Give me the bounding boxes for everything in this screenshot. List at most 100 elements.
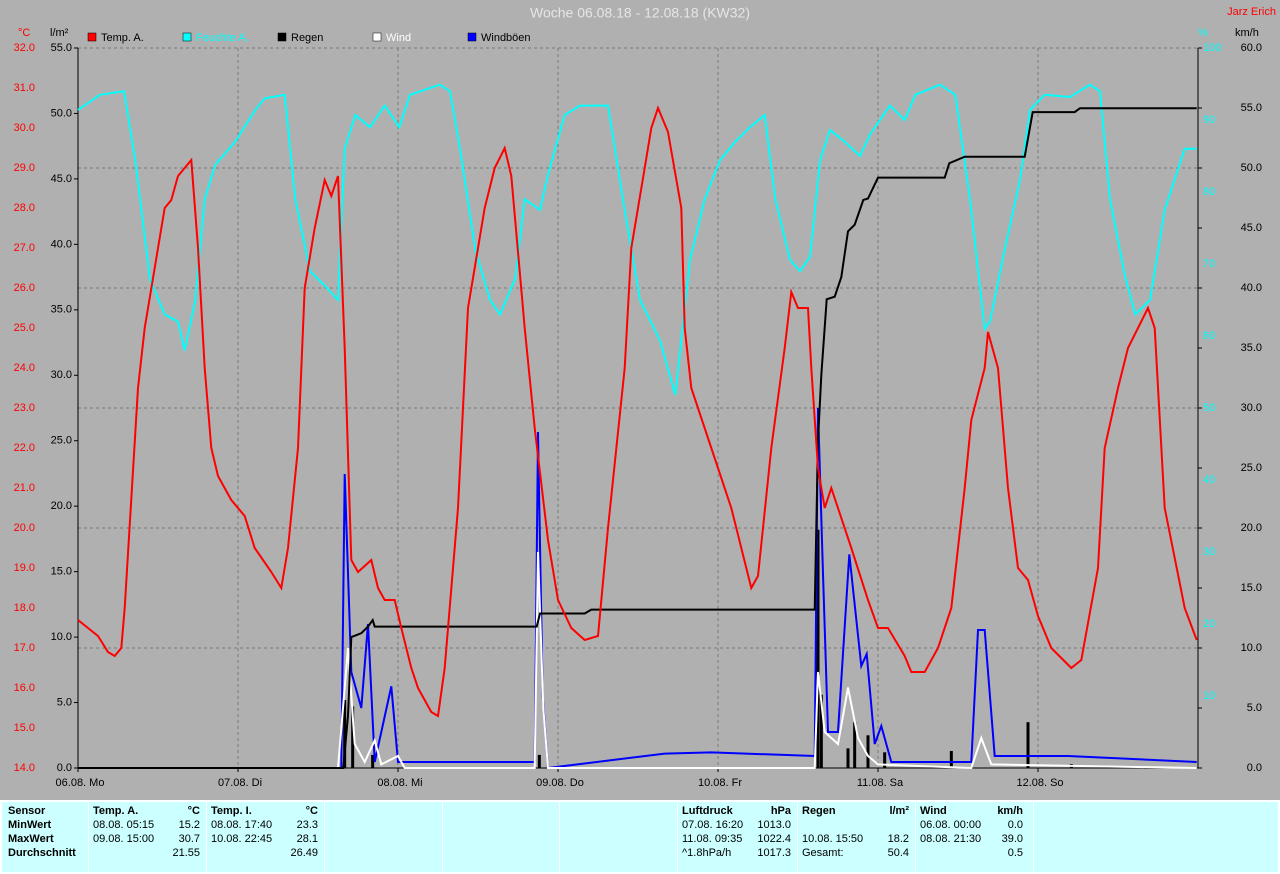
rain-bar	[846, 748, 850, 768]
series-line	[77, 105, 1198, 718]
axis-unit: °C	[18, 27, 30, 39]
x-tick-label: 11.08. Sa	[857, 777, 904, 789]
stats-cell	[325, 802, 442, 872]
stats-value: 18.2	[887, 833, 909, 845]
y-tick-label: 40	[1203, 474, 1215, 486]
stats-value: 39.0	[1001, 833, 1023, 845]
stats-cell: Luftdruck hPa 07.08. 16:20 1013.0 11.08. 09:…	[678, 802, 797, 872]
y-tick-label: 55.0	[1241, 102, 1262, 114]
axis-unit: l/m²	[50, 27, 69, 39]
y-tick-label: 21.0	[14, 482, 35, 494]
stats-time: 06.08. 00:00	[920, 819, 982, 831]
y-tick-label: 30.0	[1241, 402, 1262, 414]
stats-cell	[443, 802, 559, 872]
legend-swatch	[87, 32, 97, 42]
y-tick-label: 45.0	[1241, 222, 1262, 234]
series-line	[77, 83, 1197, 396]
y-tick-label: 30	[1203, 546, 1215, 558]
y-tick-label: 19.0	[14, 562, 35, 574]
stats-value: 1022.4	[757, 833, 791, 845]
legend-swatch	[277, 32, 287, 42]
y-tick-label: 90	[1203, 114, 1215, 126]
x-tick-label: 07.08. Di	[218, 777, 262, 789]
rain-bar	[1026, 722, 1030, 768]
stats-value: 26.49	[290, 847, 318, 859]
stats-row-label: MinWert	[8, 819, 52, 831]
y-tick-label: 25.0	[51, 435, 72, 447]
chart-title: Woche 06.08.18 - 12.08.18 (KW32)	[530, 5, 750, 21]
stats-time: 08.08. 17:40	[211, 819, 273, 831]
y-tick-label: 15.0	[51, 566, 72, 578]
axis-unit: %	[1198, 27, 1208, 39]
y-tick-label: 25.0	[14, 322, 35, 334]
y-tick-label: 5.0	[57, 696, 72, 708]
y-tick-label: 10.0	[1241, 642, 1262, 654]
y-tick-label: 35.0	[1241, 342, 1262, 354]
y-tick-label: 18.0	[14, 602, 35, 614]
legend-label: Regen	[291, 32, 323, 44]
legend-label: Wind	[386, 32, 411, 44]
stats-cell: Regen l/m² 10.08. 15:50 18.2 Gesamt: 50.4	[798, 802, 915, 872]
y-tick-label: 55.0	[51, 42, 72, 54]
y-tick-label: 10.0	[51, 631, 72, 643]
y-tick-label: 40.0	[51, 238, 72, 250]
stats-header: Sensor	[8, 805, 46, 817]
stats-row-label: Durchschnitt	[8, 847, 76, 859]
stats-cell	[1034, 802, 1278, 872]
stats-cell	[560, 802, 677, 872]
stats-time: 08.08. 05:15	[93, 819, 155, 831]
rain-bar	[949, 750, 953, 768]
y-tick-label: 17.0	[14, 642, 35, 654]
stats-unit: °C	[187, 805, 200, 817]
stats-header: Temp. I.	[211, 805, 252, 817]
stats-time: 09.08. 15:00	[93, 833, 155, 845]
stats-time: 10.08. 15:50	[802, 833, 864, 845]
y-tick-label: 31.0	[14, 82, 35, 94]
y-tick-label: 100	[1203, 42, 1221, 54]
y-tick-label: 45.0	[51, 173, 72, 185]
stats-row-label: MaxWert	[8, 833, 54, 845]
y-tick-label: 80	[1203, 186, 1215, 198]
y-tick-label: 23.0	[14, 402, 35, 414]
stats-time: 11.08. 09:35	[682, 833, 743, 845]
stats-unit: km/h	[997, 805, 1023, 817]
series-line	[78, 551, 1197, 770]
rain-bar	[537, 754, 541, 768]
y-tick-label: 60	[1203, 330, 1215, 342]
x-tick-label: 10.08. Fr	[698, 777, 742, 789]
y-tick-label: 25.0	[1241, 462, 1262, 474]
stats-value: 50.4	[887, 847, 909, 859]
stats-header: Temp. A.	[93, 805, 139, 817]
y-tick-label: 40.0	[1241, 282, 1262, 294]
x-tick-label: 09.08. Do	[536, 777, 584, 789]
stats-time: 07.08. 16:20	[682, 819, 744, 831]
rain-bar	[819, 694, 823, 768]
x-tick-label: 06.08. Mo	[56, 777, 105, 789]
y-tick-label: 26.0	[14, 282, 35, 294]
y-tick-label: 35.0	[51, 304, 72, 316]
stats-unit: hPa	[770, 805, 791, 817]
rain-bar	[853, 722, 857, 768]
y-tick-label: 15.0	[1241, 582, 1262, 594]
legend-label: Feuchte A.	[196, 32, 249, 44]
stats-value: 23.3	[296, 819, 318, 831]
stats-value: 1017.3	[757, 847, 791, 859]
y-tick-label: 50	[1203, 402, 1215, 414]
stats-value: 0.5	[1007, 847, 1023, 859]
stats-unit: °C	[305, 805, 318, 817]
x-tick-label: 12.08. So	[1016, 777, 1063, 789]
stats-panel: Sensor MinWert MaxWert Durchschnitt Temp. A.…	[0, 800, 1280, 874]
y-tick-label: 32.0	[14, 42, 35, 54]
stats-value: 21.55	[172, 847, 200, 859]
stats-value: 15.2	[178, 819, 200, 831]
legend-swatch	[467, 32, 477, 42]
rain-bar	[343, 699, 347, 768]
stats-header: Wind	[920, 805, 947, 817]
y-tick-label: 50.0	[51, 107, 72, 119]
x-tick-label: 08.08. Mi	[377, 777, 422, 789]
y-tick-label: 16.0	[14, 682, 35, 694]
y-tick-label: 22.0	[14, 442, 35, 454]
y-tick-label: 24.0	[14, 362, 35, 374]
